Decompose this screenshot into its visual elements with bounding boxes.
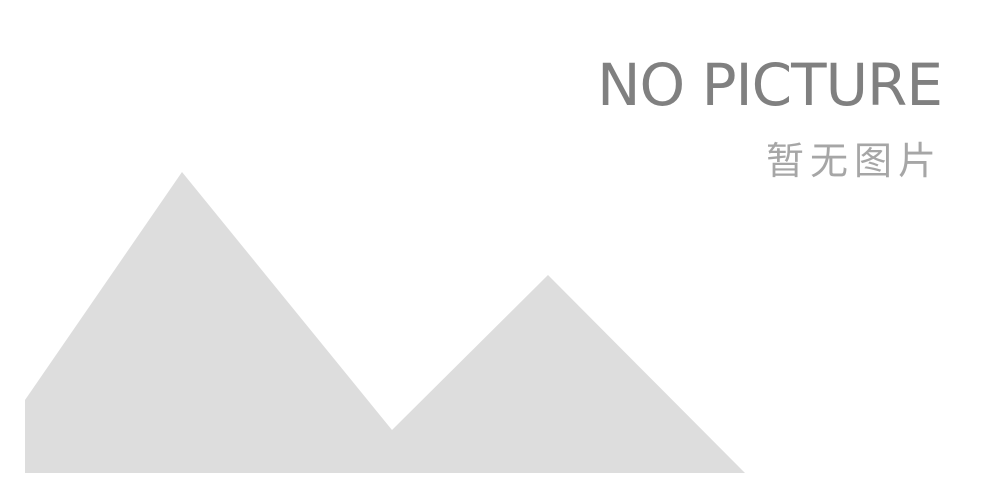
no-picture-subtitle: 暂无图片 [765,139,942,183]
no-picture-title: NO PICTURE [597,51,943,119]
large-mountain-shape [25,172,745,473]
